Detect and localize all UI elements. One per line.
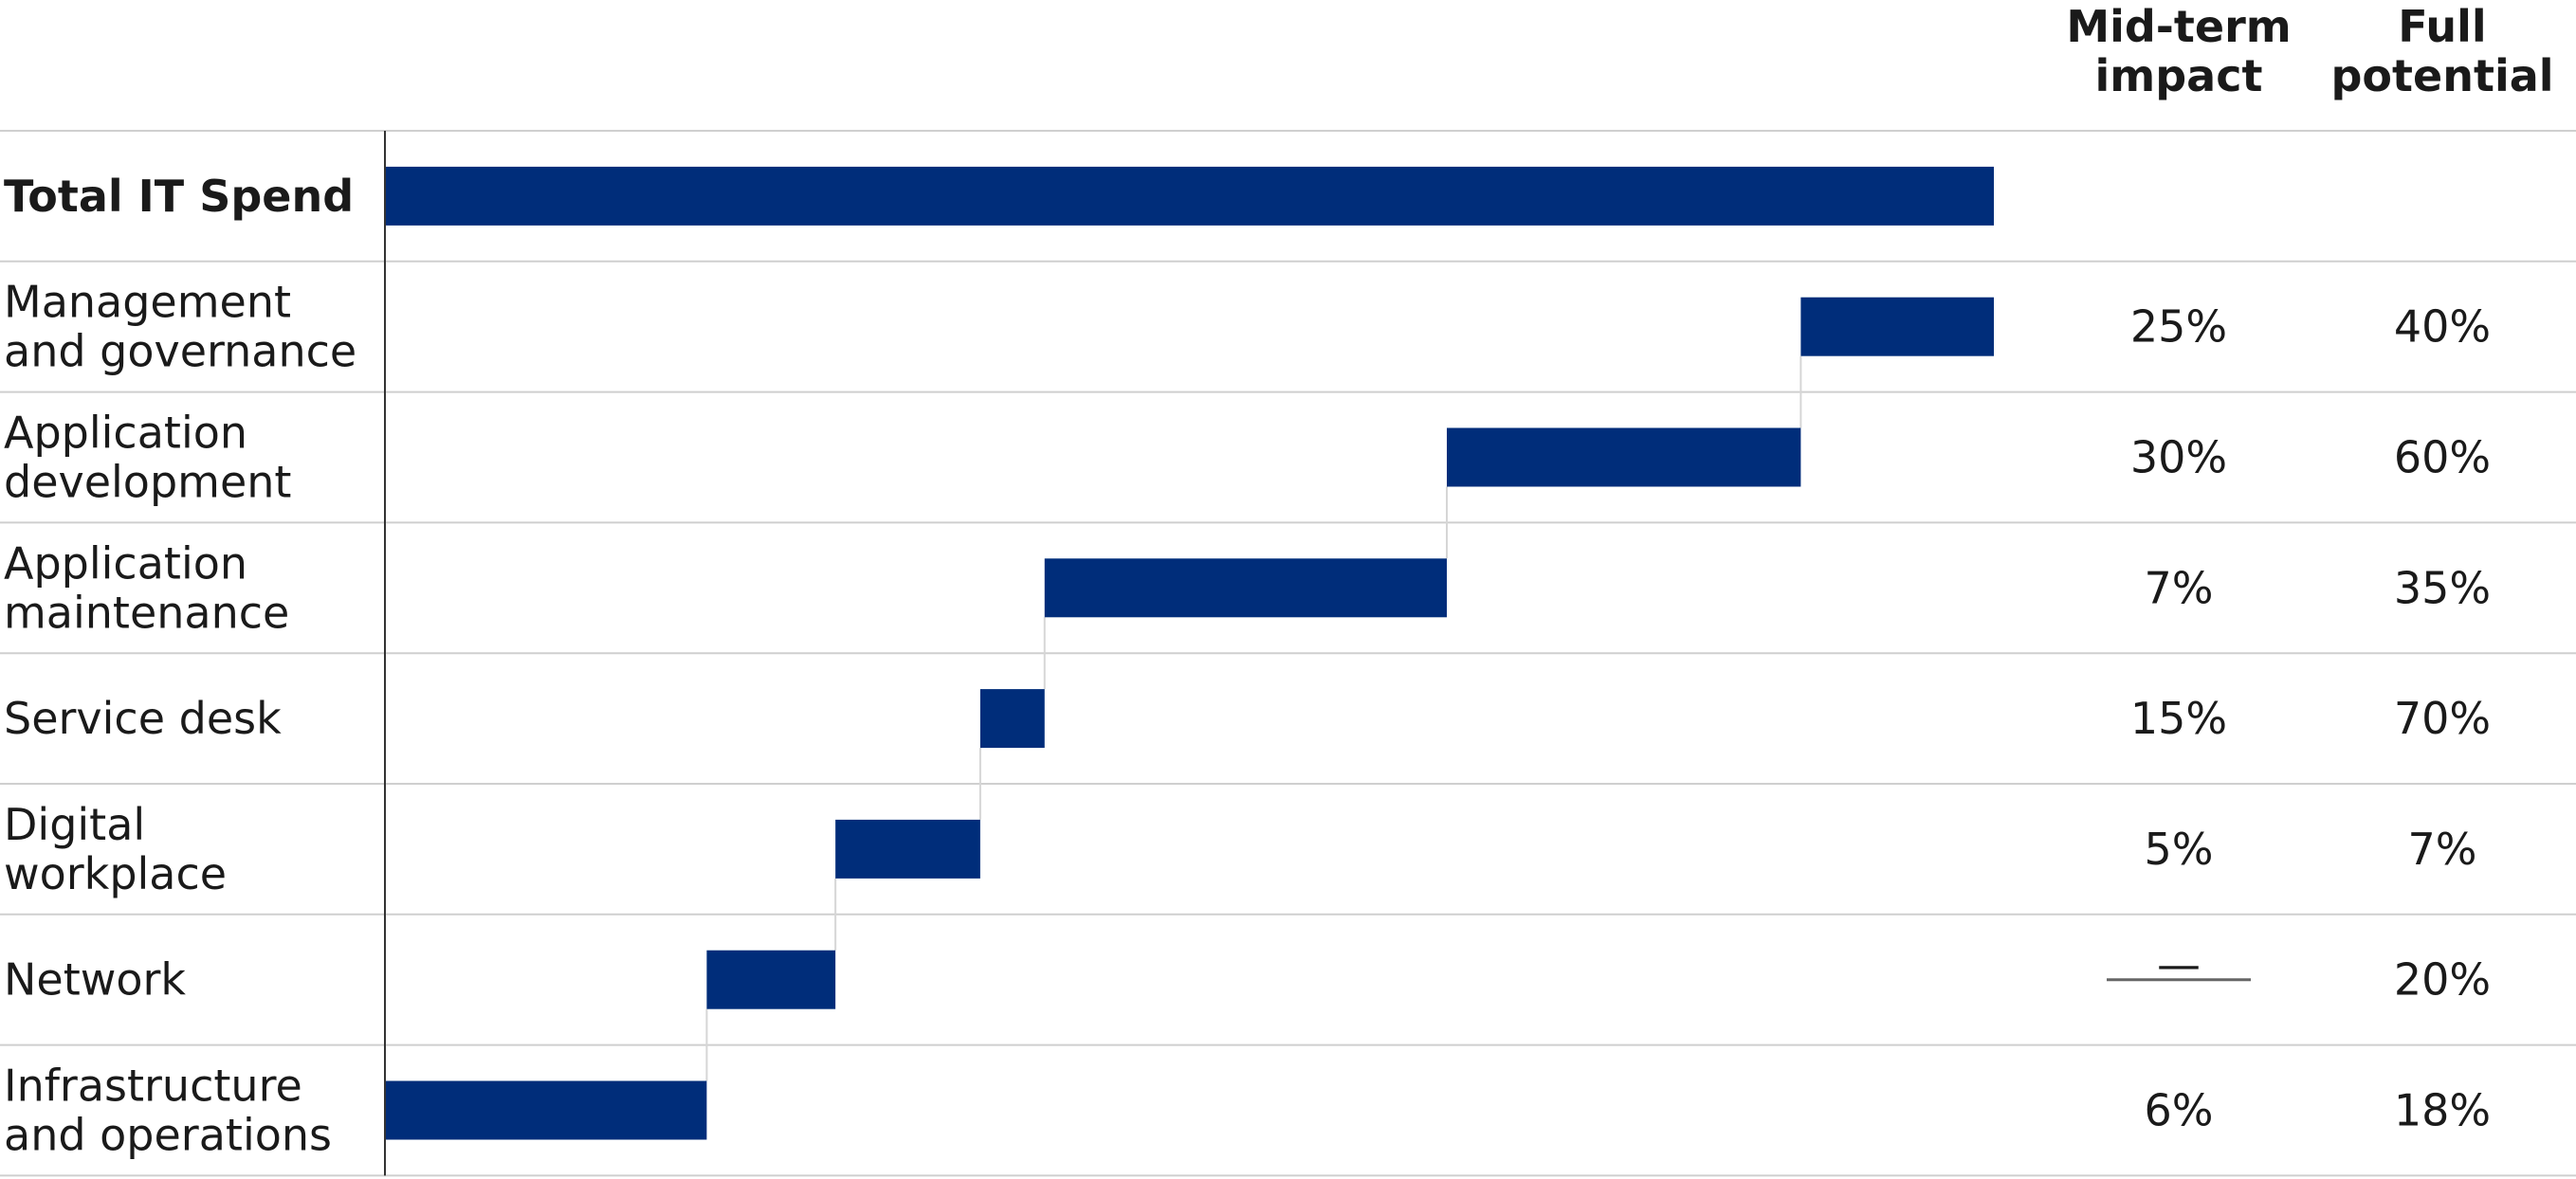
category-label: Infrastructure and operations bbox=[4, 1061, 332, 1161]
full-potential-value: 20% bbox=[2394, 954, 2491, 1006]
mid-term-value: 15% bbox=[2130, 693, 2227, 744]
bars bbox=[385, 166, 1994, 1140]
full-potential-value: 7% bbox=[2408, 824, 2477, 875]
category-label: Total IT Spend bbox=[4, 171, 354, 222]
mid-term-value: 5% bbox=[2145, 824, 2214, 875]
bar-service-desk bbox=[979, 689, 1045, 749]
column-header-full-potential: Full potential bbox=[2330, 1, 2553, 101]
full-potential-value: 70% bbox=[2394, 693, 2491, 744]
column-header-mid-term: Mid-term impact bbox=[2066, 1, 2291, 101]
full-potential-value: 35% bbox=[2394, 562, 2491, 613]
full-potential-value: 60% bbox=[2394, 432, 2491, 483]
bar-total-it-spend bbox=[385, 166, 1994, 226]
category-label: Service desk bbox=[4, 693, 282, 744]
category-labels: Total IT Spend Management and governance Ap… bbox=[4, 171, 356, 1161]
mid-term-value: 7% bbox=[2145, 562, 2214, 613]
bar-application-maintenance bbox=[1044, 558, 1448, 618]
value-columns: 25% 40% 30% 60% 7% 35% 15% 70% 5% 7% — 20% 6% 18% bbox=[2107, 301, 2491, 1136]
bar-application-development bbox=[1447, 427, 1801, 487]
mid-term-value: — bbox=[2157, 939, 2201, 990]
mid-term-value: 6% bbox=[2145, 1085, 2214, 1136]
bar-infrastructure-and-operations bbox=[385, 1080, 707, 1140]
column-headers: Mid-term impact Full potential bbox=[2066, 1, 2553, 101]
bar-management-and-governance bbox=[1800, 297, 1994, 356]
category-label: Management and governance bbox=[4, 277, 356, 377]
mid-term-value: 30% bbox=[2130, 432, 2227, 483]
category-label: Digital workplace bbox=[4, 799, 227, 899]
bar-network bbox=[706, 950, 836, 1009]
row-dividers bbox=[0, 130, 2576, 1177]
category-label: Application maintenance bbox=[4, 537, 289, 638]
bar-digital-workplace bbox=[835, 819, 980, 879]
category-label: Network bbox=[4, 954, 186, 1006]
mid-term-value: 25% bbox=[2130, 301, 2227, 353]
category-label: Application development bbox=[4, 408, 291, 508]
full-potential-value: 40% bbox=[2394, 301, 2491, 353]
full-potential-value: 18% bbox=[2394, 1085, 2491, 1136]
